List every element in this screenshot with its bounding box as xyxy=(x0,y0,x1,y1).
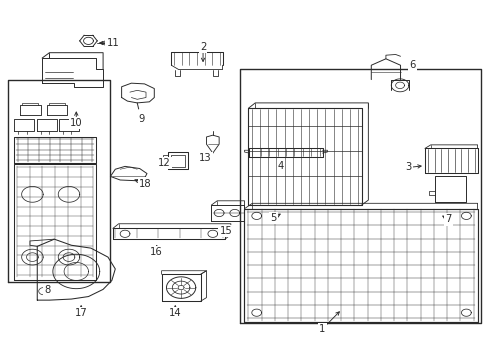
Text: 3: 3 xyxy=(405,162,410,172)
Text: 7: 7 xyxy=(444,215,450,224)
Text: 13: 13 xyxy=(199,153,211,163)
Text: 10: 10 xyxy=(70,118,82,128)
Text: 8: 8 xyxy=(44,285,50,295)
Text: 2: 2 xyxy=(200,42,206,52)
Text: 9: 9 xyxy=(138,114,144,124)
Text: 14: 14 xyxy=(168,309,181,318)
Text: 4: 4 xyxy=(277,161,284,171)
Text: 18: 18 xyxy=(139,179,151,189)
Text: 16: 16 xyxy=(150,247,163,257)
Text: 1: 1 xyxy=(319,324,325,334)
Text: 12: 12 xyxy=(157,158,170,168)
Text: 5: 5 xyxy=(270,213,276,222)
Text: 11: 11 xyxy=(106,38,119,48)
Text: 17: 17 xyxy=(75,309,87,318)
Text: 15: 15 xyxy=(219,226,232,236)
Text: 6: 6 xyxy=(409,60,415,70)
